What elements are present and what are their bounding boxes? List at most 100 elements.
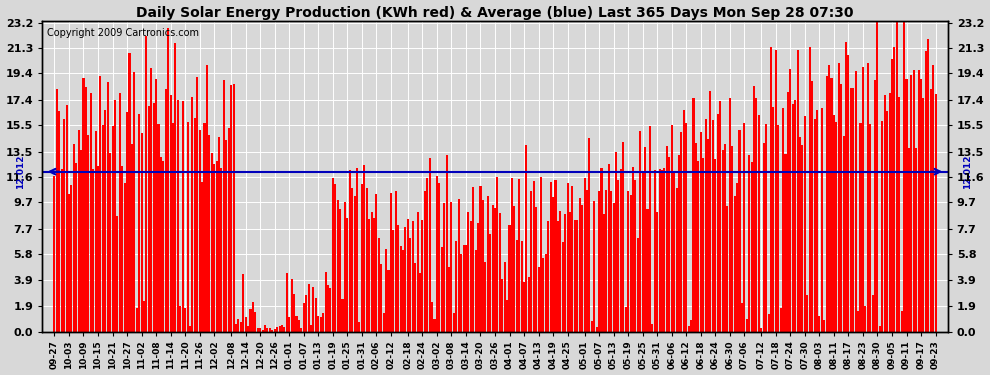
Bar <box>658 170 660 332</box>
Bar <box>400 246 402 332</box>
Bar <box>80 150 82 332</box>
Bar <box>65 105 67 332</box>
Bar <box>734 196 736 332</box>
Bar <box>724 144 726 332</box>
Bar <box>935 94 937 332</box>
Bar <box>695 143 697 332</box>
Bar <box>256 328 258 332</box>
Bar <box>521 241 523 332</box>
Bar <box>792 104 794 332</box>
Bar <box>484 262 486 332</box>
Bar <box>729 98 731 332</box>
Bar <box>460 254 462 332</box>
Bar <box>470 221 472 332</box>
Bar <box>640 131 642 332</box>
Bar <box>102 124 104 332</box>
Bar <box>174 43 176 332</box>
Bar <box>266 328 268 332</box>
Bar <box>819 315 821 332</box>
Bar <box>675 188 677 332</box>
Bar <box>663 168 665 332</box>
Bar <box>581 205 583 332</box>
Bar <box>221 168 223 332</box>
Bar <box>208 135 211 332</box>
Bar <box>804 116 806 332</box>
Bar <box>722 150 724 332</box>
Bar <box>439 183 441 332</box>
Bar <box>571 186 573 332</box>
Bar <box>876 15 878 332</box>
Bar <box>169 95 171 332</box>
Bar <box>186 122 189 332</box>
Bar <box>637 238 639 332</box>
Bar <box>164 89 167 332</box>
Bar <box>167 28 169 332</box>
Bar <box>104 110 106 332</box>
Bar <box>828 64 830 332</box>
Bar <box>717 114 719 332</box>
Bar <box>540 177 542 332</box>
Bar <box>380 264 382 332</box>
Bar <box>632 167 634 332</box>
Bar <box>881 121 883 332</box>
Bar <box>264 325 266 332</box>
Bar <box>685 123 687 332</box>
Bar <box>579 198 581 332</box>
Bar <box>603 214 605 332</box>
Bar <box>536 207 538 332</box>
Bar <box>710 91 712 332</box>
Bar <box>278 326 280 332</box>
Bar <box>930 88 932 332</box>
Bar <box>300 328 302 332</box>
Bar <box>146 36 148 332</box>
Bar <box>95 131 97 332</box>
Bar <box>320 317 322 332</box>
Bar <box>191 98 193 332</box>
Bar <box>308 284 310 332</box>
Bar <box>90 93 92 332</box>
Bar <box>395 190 397 332</box>
Bar <box>429 158 431 332</box>
Bar <box>576 220 578 332</box>
Bar <box>566 183 568 332</box>
Bar <box>886 111 888 332</box>
Bar <box>847 55 849 332</box>
Bar <box>436 176 438 332</box>
Bar <box>259 328 261 332</box>
Bar <box>811 81 813 332</box>
Bar <box>705 119 707 332</box>
Bar <box>363 165 365 332</box>
Bar <box>506 300 508 332</box>
Bar <box>288 316 290 332</box>
Bar <box>99 75 101 332</box>
Bar <box>918 69 920 332</box>
Bar <box>501 279 503 332</box>
Bar <box>673 172 675 332</box>
Bar <box>554 180 556 332</box>
Bar <box>784 154 786 332</box>
Bar <box>351 188 353 332</box>
Bar <box>896 18 898 332</box>
Bar <box>233 84 235 332</box>
Bar <box>479 186 481 332</box>
Bar <box>332 178 334 332</box>
Bar <box>514 207 516 332</box>
Bar <box>446 155 447 332</box>
Bar <box>117 216 119 332</box>
Bar <box>477 223 479 332</box>
Bar <box>569 212 571 332</box>
Bar <box>901 310 903 332</box>
Bar <box>134 72 136 332</box>
Bar <box>342 298 344 332</box>
Bar <box>739 130 741 332</box>
Bar <box>424 190 426 332</box>
Bar <box>348 170 350 332</box>
Bar <box>243 274 245 332</box>
Bar <box>472 187 474 332</box>
Bar <box>787 92 789 332</box>
Bar <box>903 12 905 332</box>
Bar <box>533 181 535 332</box>
Bar <box>378 238 380 332</box>
Bar <box>583 178 586 332</box>
Bar <box>139 114 141 332</box>
